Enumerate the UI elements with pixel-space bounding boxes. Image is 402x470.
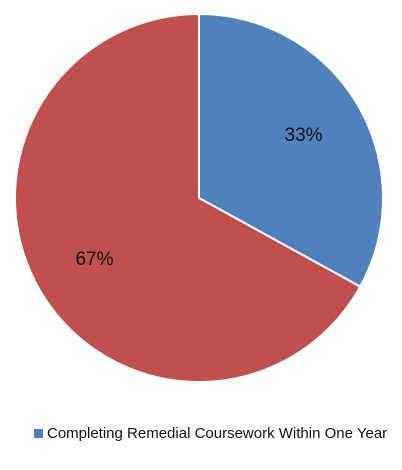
pie-slice-0 [198,12,384,289]
pie-chart: 33% 67% [14,12,384,383]
pie-data-label-0: 33% [285,125,323,146]
pie-slices [14,12,384,383]
pie-data-labels: 33% 67% [75,125,322,270]
pie-slice-1 [14,12,362,383]
pie-data-label-1: 67% [75,249,113,270]
legend-swatch-remedial [34,429,43,438]
legend: Completing Remedial Coursework Within On… [34,424,394,443]
legend-label-remedial: Completing Remedial Coursework Within On… [47,425,388,442]
